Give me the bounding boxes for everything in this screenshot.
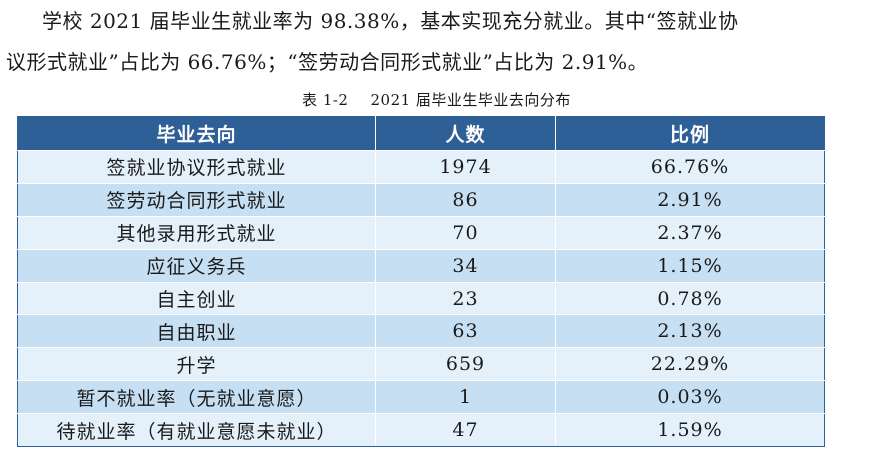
header-ratio: 比例 <box>555 116 825 151</box>
cell-destination: 暂不就业率（无就业意愿） <box>17 380 376 415</box>
cell-count: 34 <box>375 248 556 283</box>
table-row: 待就业率（有就业意愿未就业） 47 1.59% <box>17 413 825 448</box>
cell-destination: 其他录用形式就业 <box>17 215 376 250</box>
cell-count: 1 <box>375 380 556 415</box>
table-caption-number: 表 1-2 <box>302 91 349 109</box>
cell-count: 86 <box>375 182 556 217</box>
table-row: 签就业协议形式就业 1974 66.76% <box>17 150 825 184</box>
cell-count: 659 <box>375 347 556 382</box>
cell-destination: 签劳动合同形式就业 <box>17 182 376 217</box>
table-row: 签劳动合同形式就业 86 2.91% <box>17 182 825 217</box>
cell-ratio: 2.13% <box>555 314 825 349</box>
table-row: 自主创业 23 0.78% <box>17 281 825 316</box>
paragraph-line-1: 学校 2021 届毕业生就业率为 98.38%，基本实现充分就业。其中“签就业协 <box>42 9 739 33</box>
cell-ratio: 0.78% <box>555 281 825 316</box>
cell-ratio: 2.37% <box>555 215 825 250</box>
cell-destination: 自主创业 <box>17 281 376 316</box>
table-header-row: 毕业去向 人数 比例 <box>17 116 825 151</box>
cell-destination: 签就业协议形式就业 <box>17 150 376 184</box>
cell-count: 70 <box>375 215 556 250</box>
table-row: 应征义务兵 34 1.15% <box>17 248 825 283</box>
cell-destination: 待就业率（有就业意愿未就业） <box>17 413 376 448</box>
header-count: 人数 <box>375 116 556 151</box>
cell-count: 63 <box>375 314 556 349</box>
table-row: 暂不就业率（无就业意愿） 1 0.03% <box>17 380 825 415</box>
cell-ratio: 66.76% <box>555 150 825 184</box>
cell-ratio: 2.91% <box>555 182 825 217</box>
cell-count: 47 <box>375 413 556 448</box>
destination-table: 毕业去向 人数 比例 签就业协议形式就业 1974 66.76% 签劳动合同形式… <box>17 116 825 448</box>
cell-ratio: 22.29% <box>555 347 825 382</box>
body-paragraph: 学校 2021 届毕业生就业率为 98.38%，基本实现充分就业。其中“签就业协… <box>0 0 873 83</box>
cell-count: 1974 <box>375 150 556 184</box>
cell-destination: 应征义务兵 <box>17 248 376 283</box>
table-row: 自由职业 63 2.13% <box>17 314 825 349</box>
cell-destination: 自由职业 <box>17 314 376 349</box>
cell-ratio: 0.03% <box>555 380 825 415</box>
cell-ratio: 1.59% <box>555 413 825 448</box>
header-destination: 毕业去向 <box>17 116 376 151</box>
table-row: 其他录用形式就业 70 2.37% <box>17 215 825 250</box>
table-caption: 表 1-2 2021 届毕业生毕业去向分布 <box>0 90 873 110</box>
paragraph-line-2: 议形式就业”占比为 66.76%；“签劳动合同形式就业”占比为 2.91%。 <box>6 50 649 74</box>
table-row: 升学 659 22.29% <box>17 347 825 382</box>
cell-ratio: 1.15% <box>555 248 825 283</box>
cell-count: 23 <box>375 281 556 316</box>
cell-destination: 升学 <box>17 347 376 382</box>
table-caption-title: 2021 届毕业生毕业去向分布 <box>370 91 571 109</box>
